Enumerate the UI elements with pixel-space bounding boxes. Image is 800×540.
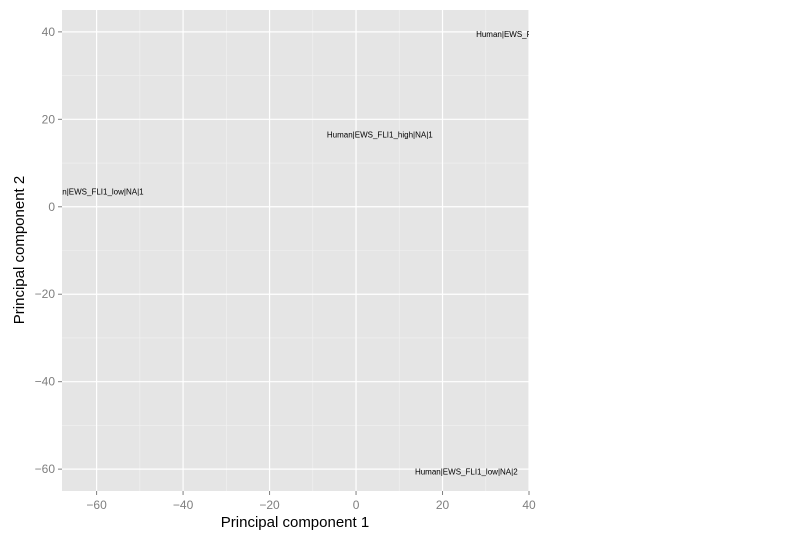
point-label: Human|EWS_FLI1_low|NA|1 bbox=[41, 187, 144, 196]
y-tick-label: 0 bbox=[48, 200, 55, 214]
point-label: Human|EWS_FLI1_low|NA|2 bbox=[415, 467, 518, 476]
x-tick-label: 40 bbox=[522, 498, 536, 512]
y-tick-label: 40 bbox=[42, 25, 56, 39]
y-tick-label: 20 bbox=[42, 112, 56, 126]
y-axis-title: Principal component 2 bbox=[11, 176, 28, 324]
y-tick-label: −20 bbox=[35, 287, 56, 301]
y-axis: −60 −40 −20 0 20 40 bbox=[35, 25, 62, 476]
x-tick-label: −60 bbox=[86, 498, 107, 512]
point-labels: Human|EWS_FLI1_high|NA|2 Human|EWS_FLI1_h… bbox=[41, 30, 582, 476]
point-label: Human|EWS_FLI1_high|NA|2 bbox=[476, 30, 582, 39]
y-tick-label: −40 bbox=[35, 375, 56, 389]
grid-lines bbox=[62, 10, 529, 491]
x-tick-label: −20 bbox=[259, 498, 280, 512]
x-axis-title: Principal component 1 bbox=[221, 514, 369, 531]
x-axis: −60 −40 −20 0 20 40 bbox=[86, 491, 536, 512]
x-tick-label: −40 bbox=[173, 498, 194, 512]
x-tick-label: 0 bbox=[353, 498, 360, 512]
y-tick-label: −60 bbox=[35, 462, 56, 476]
point-label: Human|EWS_FLI1_high|NA|1 bbox=[327, 131, 433, 140]
x-tick-label: 20 bbox=[436, 498, 450, 512]
